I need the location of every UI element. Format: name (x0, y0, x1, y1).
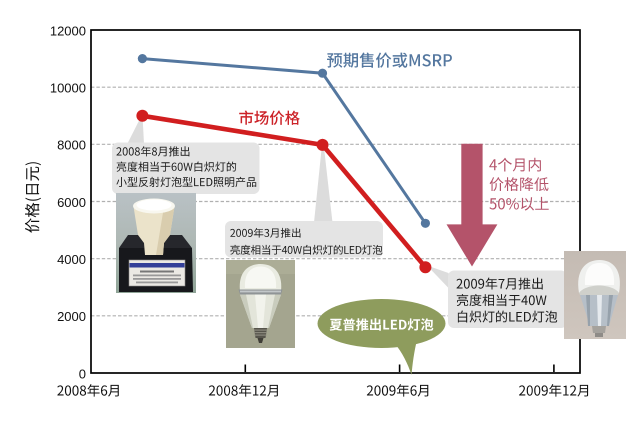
svg-text:6000: 6000 (57, 195, 86, 210)
svg-text:0: 0 (79, 366, 86, 381)
svg-text:12000: 12000 (50, 23, 86, 38)
svg-text:10000: 10000 (50, 81, 86, 96)
svg-text:4000: 4000 (57, 252, 86, 267)
svg-text:8000: 8000 (57, 138, 86, 153)
svg-text:2000: 2000 (57, 309, 86, 324)
